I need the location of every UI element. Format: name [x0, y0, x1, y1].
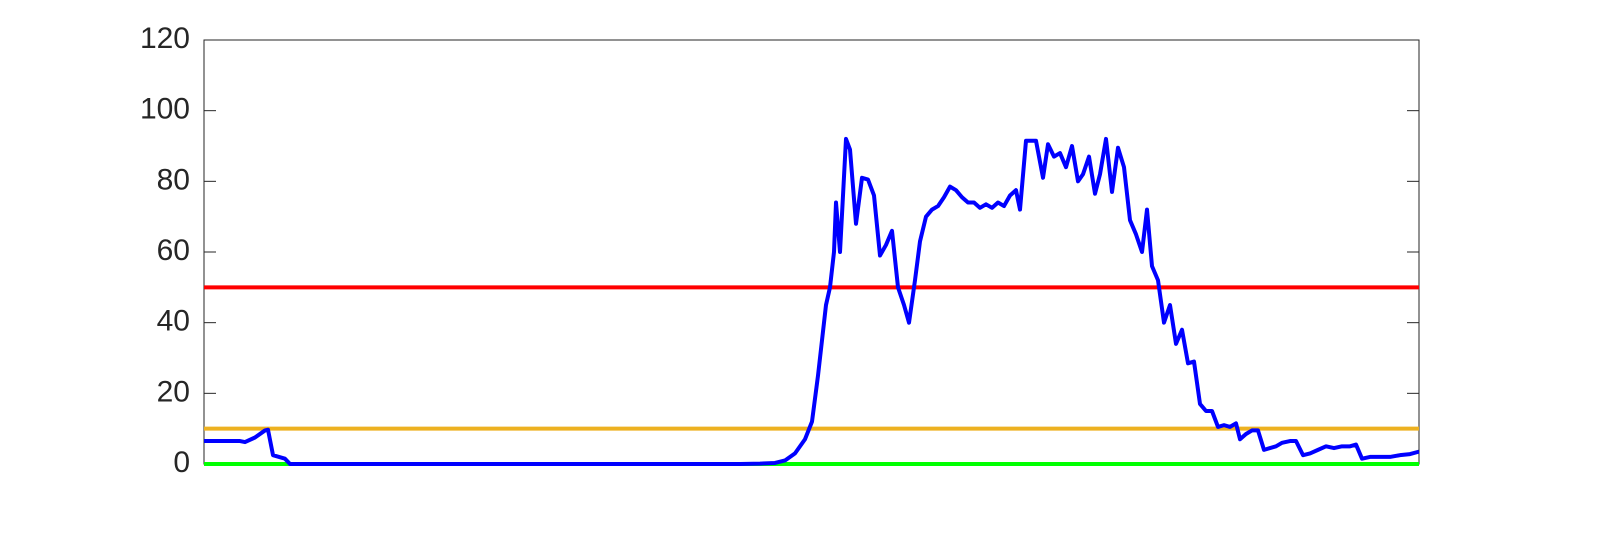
y-tick-label: 40 — [157, 305, 190, 338]
y-tick-label: 60 — [157, 234, 190, 267]
data-line — [204, 136, 1420, 466]
y-tick-label: 80 — [157, 163, 190, 196]
plot-area — [203, 39, 1420, 465]
y-tick-label: 120 — [140, 22, 190, 55]
y-tick-label: 0 — [173, 446, 190, 479]
y-tick-label: 100 — [140, 93, 190, 126]
y-tick-label: 20 — [157, 375, 190, 408]
